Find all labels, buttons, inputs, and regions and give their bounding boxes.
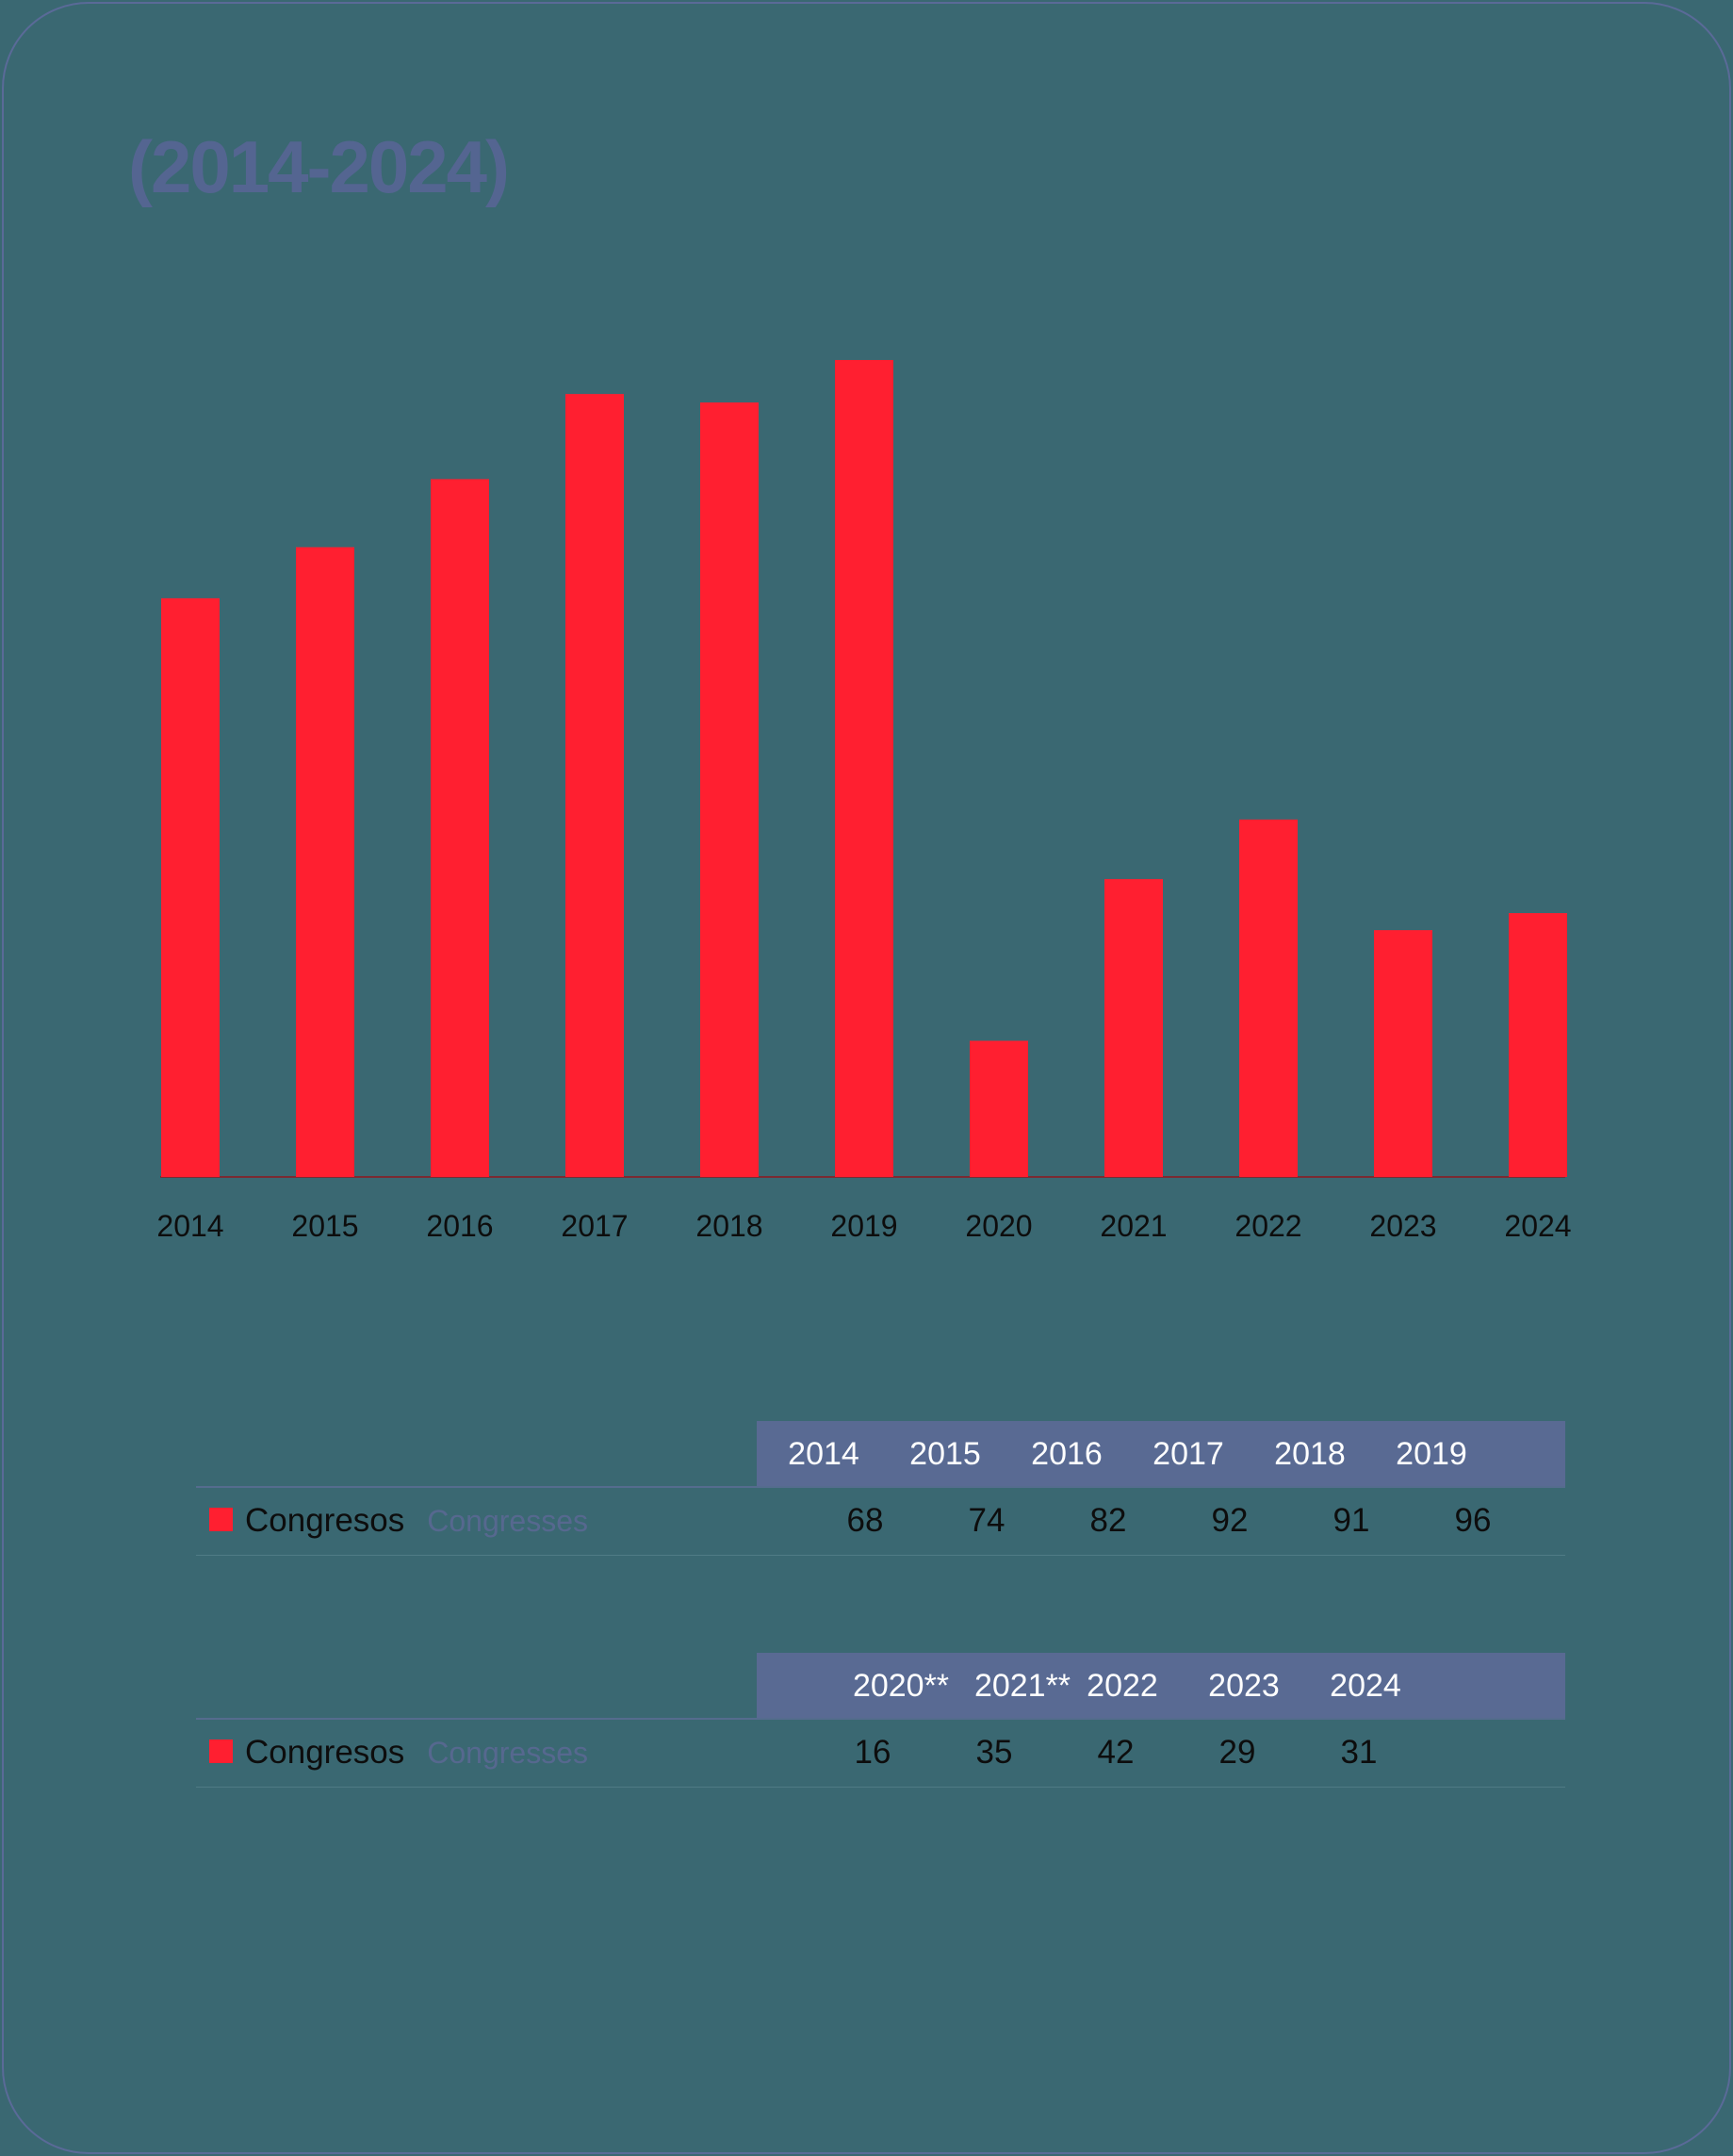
chart-title: (2014-2024)	[128, 125, 510, 208]
bar-2014	[161, 597, 220, 1177]
bar-2016	[431, 479, 489, 1177]
table1-year-2019: 2019	[1396, 1436, 1467, 1472]
x-tick-label-2024: 2024	[1504, 1209, 1571, 1243]
table1-year-2018: 2018	[1274, 1436, 1346, 1472]
table1-value-2016: 82	[1089, 1502, 1127, 1539]
table2-row-label: Congresos Congresses	[209, 1719, 588, 1787]
table1-top-rule	[196, 1486, 1565, 1488]
table2-header: 2020** 2021** 2022 2023 2024	[757, 1653, 1565, 1719]
table1-year-2016: 2016	[1031, 1436, 1103, 1472]
table1-value-2015: 74	[968, 1502, 1005, 1539]
table1-bottom-rule	[196, 1555, 1565, 1556]
table2-year-2022: 2022	[1087, 1668, 1158, 1704]
bar-2020	[970, 1040, 1028, 1177]
x-tick-label-2017: 2017	[561, 1209, 628, 1243]
bar-chart: 2014 2015 2016 2017 2018 2019 2020 2021 2022 2023…	[156, 360, 1572, 1243]
legend-swatch	[209, 1740, 233, 1764]
bar-2017	[565, 394, 624, 1177]
table2-year-2021: 2021**	[973, 1668, 1071, 1704]
table1-year-2015: 2015	[909, 1436, 981, 1472]
table1-value-2019: 96	[1454, 1502, 1492, 1539]
legend-swatch	[209, 1508, 233, 1532]
x-tick-label-2020: 2020	[965, 1209, 1032, 1243]
table2-year-2023: 2023	[1208, 1668, 1280, 1704]
bar-2019	[835, 360, 893, 1177]
table1-label-es: Congresos	[245, 1502, 405, 1539]
table2-label-es: Congresos	[245, 1734, 405, 1771]
table2-bottom-rule	[196, 1787, 1565, 1788]
table1-value-2014: 68	[846, 1502, 884, 1539]
bar-2022	[1239, 819, 1298, 1177]
x-tick-label-2019: 2019	[830, 1209, 897, 1243]
bar-2023	[1374, 930, 1432, 1177]
table1-header: 2014 2015 2016 2017 2018 2019	[757, 1421, 1565, 1487]
table1-year-2014: 2014	[788, 1436, 859, 1472]
bar-2018	[700, 402, 759, 1177]
table1-row-label: Congresos Congresses	[209, 1487, 588, 1555]
bar-2015	[296, 547, 354, 1177]
x-tick-label-2021: 2021	[1100, 1209, 1167, 1243]
table2-top-rule	[196, 1718, 1565, 1720]
table1-value-2017: 92	[1211, 1502, 1249, 1539]
x-tick-label-2018: 2018	[695, 1209, 762, 1243]
x-tick-label-2015: 2015	[291, 1209, 358, 1243]
x-tick-label-2022: 2022	[1234, 1209, 1301, 1243]
bar-2024	[1509, 913, 1567, 1177]
table2-year-2024: 2024	[1330, 1668, 1401, 1704]
x-tick-label-2023: 2023	[1369, 1209, 1436, 1243]
table1-value-2018: 91	[1332, 1502, 1370, 1539]
x-tick-label-2014: 2014	[156, 1209, 223, 1243]
table2-value-2022: 42	[1097, 1734, 1135, 1771]
table1-label-en: Congresses	[427, 1504, 589, 1538]
table2-year-2020: 2020**	[852, 1668, 950, 1704]
table2-value-2023: 29	[1218, 1734, 1256, 1771]
table2-value-2021: 35	[975, 1734, 1013, 1771]
table2-label-en: Congresses	[427, 1736, 589, 1770]
table1-year-2017: 2017	[1153, 1436, 1224, 1472]
table2-value-2020: 16	[854, 1734, 891, 1771]
x-tick-label-2016: 2016	[426, 1209, 493, 1243]
bar-2021	[1104, 878, 1163, 1177]
table2-value-2024: 31	[1340, 1734, 1378, 1771]
